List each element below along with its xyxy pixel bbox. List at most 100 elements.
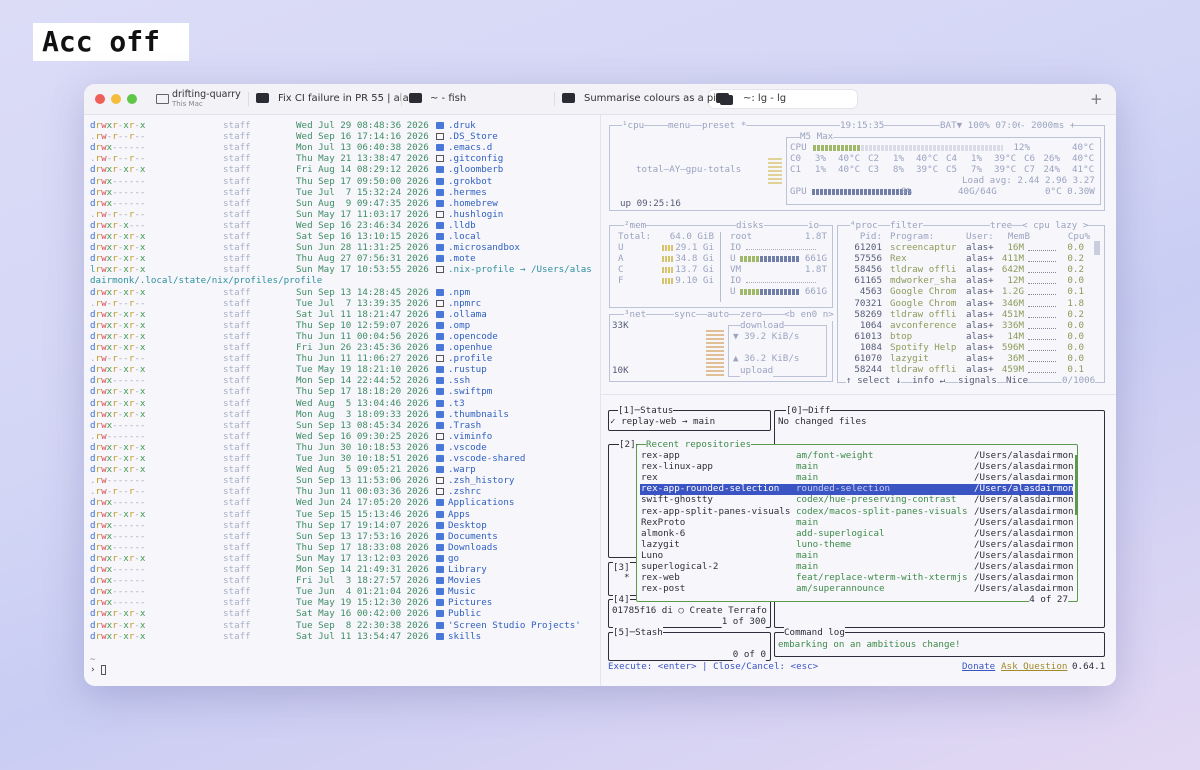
mem-label: A <box>618 253 624 264</box>
core-label: C3 <box>868 164 880 175</box>
repo-path: /Users/alasdairmon <box>974 538 1074 550</box>
file-name: .DS_Store <box>448 131 498 143</box>
repo-name[interactable]: RexProto <box>641 516 686 528</box>
file-icon <box>436 554 444 562</box>
permissions: lrwxr-xr-x <box>90 264 146 276</box>
modified-date: Sun Sep 13 11:53:06 2026 <box>296 475 429 487</box>
tab-subtitle: This Mac <box>172 100 203 108</box>
count: 1 of 300 <box>721 616 766 628</box>
ask-link[interactable]: Ask Question <box>1001 661 1068 672</box>
repo-name[interactable]: rex-app-split-panes-visuals <box>641 505 791 517</box>
permissions: drwx------ <box>90 142 146 154</box>
tab-separator <box>401 92 402 106</box>
file-icon <box>436 199 444 207</box>
user: alas+ <box>966 286 994 298</box>
repo-name[interactable]: Luno <box>641 549 664 561</box>
tab-title[interactable]: Summarise colours as a pi <box>584 93 717 104</box>
close-button[interactable] <box>95 94 105 104</box>
tab-title[interactable]: drifting-quarry <box>172 89 241 100</box>
modified-date: Tue Sep 15 15:13:46 2026 <box>296 508 429 520</box>
repo-name[interactable]: rex-web <box>641 572 680 584</box>
modified-date: Sat Jul 11 13:54:47 2026 <box>296 630 429 642</box>
mem-label: C <box>618 264 624 275</box>
repo-name[interactable]: rex-post <box>641 583 686 595</box>
file-name: .hushlogin <box>448 208 504 220</box>
tab-title[interactable]: Fix CI failure in PR 55 | ala <box>278 93 409 104</box>
permissions: drwxr-xr-x <box>90 308 146 320</box>
permissions: drwx------ <box>90 541 146 553</box>
owner: staff <box>223 231 251 242</box>
repo-name[interactable]: rex-app-rounded-selection <box>641 483 780 495</box>
repos-popup <box>636 444 1078 602</box>
repo-name[interactable]: rex-linux-app <box>641 461 713 473</box>
permissions: drwx------ <box>90 419 146 431</box>
donate-link[interactable]: Donate <box>962 661 996 672</box>
gpu-label: GPU <box>790 186 807 197</box>
mem-box <box>609 225 833 308</box>
pid: 70321 <box>854 297 882 309</box>
cpu-dots <box>1028 272 1056 274</box>
mem: 411M <box>1001 253 1024 265</box>
permissions: drwx------ <box>90 597 146 609</box>
file-icon <box>436 499 444 507</box>
pid: 61165 <box>854 275 882 287</box>
tab-title[interactable]: ~: lg - lg <box>743 93 787 104</box>
gpu-power: 0°C 0.30W <box>1045 186 1095 197</box>
repo-path: /Users/alasdairmon <box>974 494 1074 506</box>
program: Rex <box>890 253 907 265</box>
core-percent: 3% <box>814 153 826 164</box>
disk-size: 1.8T <box>804 231 827 242</box>
owner: staff <box>223 575 251 587</box>
file-icon <box>436 410 444 418</box>
repo-name[interactable]: almonk-6 <box>641 527 686 539</box>
proc-header: < cpu lazy > <box>1022 220 1089 232</box>
tab-active[interactable] <box>708 89 858 109</box>
owner: staff <box>223 386 251 398</box>
owner: staff <box>223 552 251 564</box>
selection <box>640 483 1073 495</box>
cpu-header: - 2000ms + <box>1020 120 1076 132</box>
repo-name[interactable]: rex-app <box>641 450 680 461</box>
cpu-header: BAT▼ 100% 07:06 <box>940 120 1023 132</box>
owner: staff <box>223 564 251 575</box>
owner: staff <box>223 319 251 331</box>
file-name: .vscode-shared <box>448 453 526 464</box>
user: alas+ <box>966 319 994 331</box>
minimize-button[interactable] <box>111 94 121 104</box>
cpu: 0.2 <box>1067 308 1084 320</box>
cpu-header: menu <box>668 120 691 132</box>
program: lazygit <box>890 353 929 364</box>
cpu-temp: 40°C <box>1072 142 1095 153</box>
repo-name[interactable]: swift-ghostty <box>641 494 713 506</box>
modified-date: Tue May 19 18:21:10 2026 <box>296 364 429 376</box>
modified-date: Sun Sep 13 14:28:45 2026 <box>296 286 429 298</box>
permissions: drwx------ <box>90 186 146 198</box>
modified-date: Thu Sep 10 12:59:07 2026 <box>296 319 429 331</box>
repo-name[interactable]: lazygit <box>641 538 680 550</box>
cpu-dots <box>1028 372 1056 374</box>
repo-branch: codex/hue-preserving-contrast <box>796 494 957 506</box>
cpu-header: ¹cpu <box>622 120 645 132</box>
program: avconference <box>890 319 957 331</box>
repo-name[interactable]: superlogical-2 <box>641 561 719 572</box>
tab-title[interactable]: ~ - fish <box>430 93 467 104</box>
count: 0 of 0 <box>732 649 766 661</box>
repo-branch: add-superlogical <box>796 527 885 539</box>
core-temp: 39°C <box>994 164 1017 175</box>
file-name: Downloads <box>448 541 498 553</box>
new-tab-button[interactable]: + <box>1090 90 1103 108</box>
proc-column: User: <box>966 231 994 242</box>
zoom-button[interactable] <box>127 94 137 104</box>
modified-date: Sun Jun 28 11:31:25 2026 <box>296 242 429 254</box>
permissions: .rw------- <box>90 475 146 487</box>
cpu: 0.0 <box>1067 319 1084 331</box>
mem: 36M <box>1007 353 1024 364</box>
modified-date: Thu Jun 11 00:03:36 2026 <box>296 486 429 498</box>
core-temp: 41°C <box>1072 164 1095 175</box>
disk-meter-fill <box>740 256 760 262</box>
file-name: .npmrc <box>448 297 482 309</box>
repo-branch: am/superannounce <box>796 583 885 595</box>
gpu-memory: 40G/64G <box>958 186 997 197</box>
repo-name[interactable]: rex <box>641 472 658 484</box>
